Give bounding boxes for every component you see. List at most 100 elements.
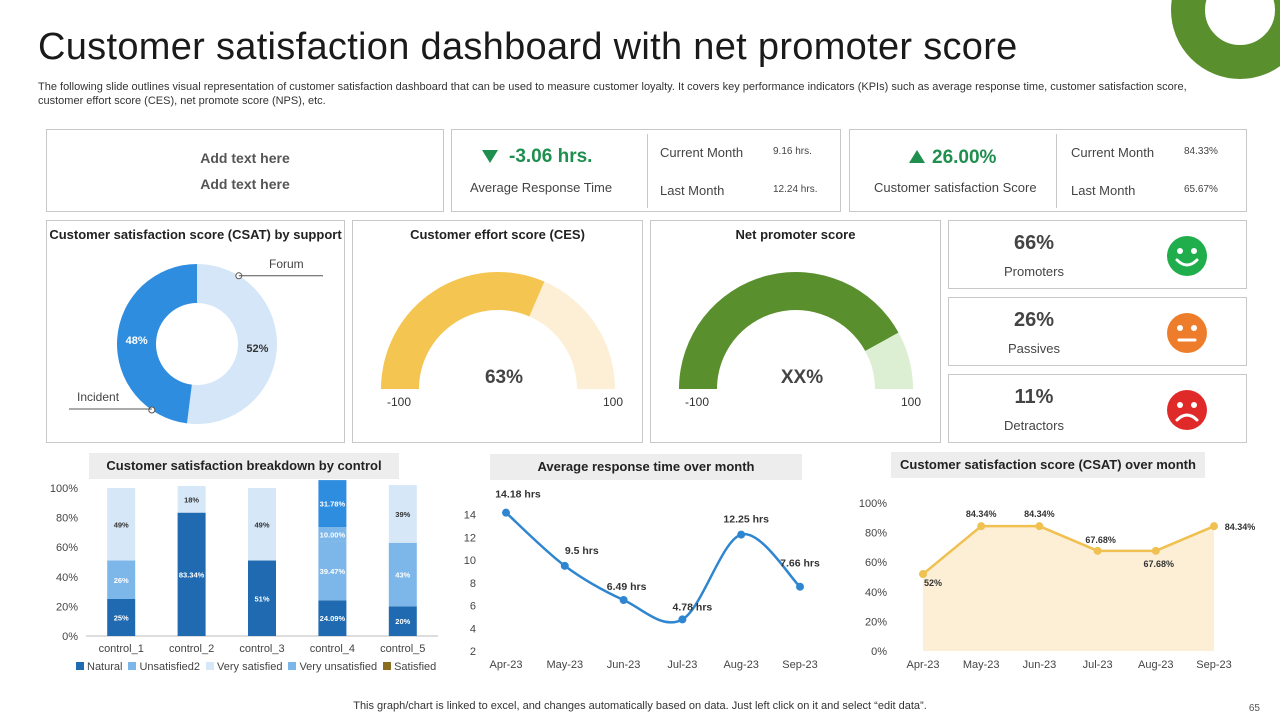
bar-segment [318, 541, 347, 601]
bar-data-label: 39% [395, 510, 410, 519]
donut-slice-incident [116, 264, 197, 424]
bar-data-label: 83.34% [179, 570, 205, 579]
bar-legend: Natural Unsatisfied2 Very satisfied Very un… [76, 661, 436, 673]
gauge-min-label: -100 [387, 395, 411, 409]
nps-gauge[interactable]: XX% -100 100 [651, 221, 940, 442]
bar-data-label: 20% [395, 617, 410, 626]
response-line-chart[interactable]: 2 4 6 8 10 12 14 14.18 hrs Apr-23 9.5 hrs May-23 6.… [450, 478, 830, 678]
area-point [1210, 522, 1218, 531]
x-tick-label: May-23 [963, 659, 1000, 671]
legend-swatch [76, 662, 84, 670]
area-data-label: 84.34% [966, 509, 997, 519]
bar-data-label: 26% [114, 576, 129, 585]
line-point [796, 582, 804, 591]
gauge-value-label: 63% [485, 367, 523, 388]
bar-segment [107, 488, 136, 561]
x-tick-label: Apr-23 [906, 659, 939, 671]
y-tick-label: 2 [470, 646, 476, 658]
last-month-label: Last Month [660, 183, 725, 198]
placeholder-line-1[interactable]: Add text here [200, 150, 290, 166]
csat-area-chart[interactable]: 0% 20% 40% 60% 80% 100% 52% Apr-23 84.34% May-23 8… [845, 478, 1255, 678]
smiley-neutral-icon [1167, 313, 1207, 353]
x-tick-label: Aug-23 [1138, 659, 1173, 671]
legend-swatch [128, 662, 137, 670]
ces-gauge[interactable]: 63% -100 100 [353, 221, 642, 442]
legend-label: Very unsatisfied [299, 661, 378, 673]
y-tick-label: 100% [859, 498, 887, 510]
legend-swatch [383, 662, 392, 670]
bar-data-label: 49% [114, 520, 129, 529]
divider [647, 134, 648, 208]
donut-data-label: 48% [126, 335, 148, 347]
line-data-label: 12.25 hrs [723, 514, 769, 526]
line-point [737, 530, 746, 539]
bar-segment [248, 560, 276, 636]
x-tick-label: control_5 [380, 643, 425, 655]
detractors-label: Detractors [1004, 418, 1064, 433]
csat-area-fill [923, 526, 1214, 651]
gauge-value-label: XX% [781, 367, 823, 388]
panel-title: Net promoter score [735, 227, 856, 242]
y-tick-label: 10 [464, 555, 476, 567]
x-tick-label: control_4 [310, 643, 355, 655]
donut-chart[interactable]: 52% 48% Forum Incident [47, 221, 344, 442]
x-tick-label: Jul-23 [1083, 659, 1113, 671]
ces-panel: Customer effort score (CES) 63% -100 100 [352, 220, 643, 443]
nps-panel: Net promoter score XX% -100 100 [650, 220, 941, 443]
donut-data-label: 52% [246, 343, 268, 355]
bar-data-label: 10.00% [320, 531, 346, 540]
y-tick-label: 80% [56, 513, 78, 525]
footer-note: This graph/chart is linked to excel, and… [353, 700, 927, 712]
bar-data-label: 18% [184, 495, 199, 504]
csat-kpi-card: 26.00% Customer satisfaction Score Curre… [849, 129, 1247, 212]
placeholder-line-2[interactable]: Add text here [200, 176, 290, 192]
last-month-label: Last Month [1071, 183, 1136, 198]
leader-dot [148, 406, 156, 414]
legend-item: Satisfied [383, 661, 436, 673]
page-title: Customer satisfaction dashboard with net… [38, 26, 1018, 68]
area-point [1151, 546, 1160, 555]
bar-data-label: 43% [395, 571, 410, 580]
line-data-label: 9.5 hrs [565, 545, 599, 557]
bar-segment [388, 542, 417, 607]
legend-swatch [206, 662, 215, 670]
area-point [1093, 546, 1102, 555]
page-subtitle: The following slide outlines visual repr… [38, 81, 1187, 107]
area-point [1035, 522, 1044, 531]
passives-pct: 26% [1013, 309, 1055, 331]
area-data-label: 52% [924, 578, 942, 588]
legend-swatch [288, 662, 297, 670]
text-placeholder-card: Add text here Add text here [46, 129, 444, 212]
bar-data-label: 49% [254, 520, 269, 529]
line-data-label: 4.78 hrs [673, 601, 713, 613]
down-triangle-icon [482, 150, 498, 163]
y-tick-label: 8 [470, 578, 476, 590]
bar-segment [177, 512, 206, 636]
y-tick-label: 40% [865, 587, 887, 599]
x-tick-label: Jun-23 [1023, 659, 1057, 671]
y-tick-label: 20% [865, 616, 887, 628]
line-point [619, 596, 628, 605]
area-data-label: 67.68% [1085, 535, 1116, 545]
y-tick-label: 0% [62, 631, 78, 643]
line-data-label: 14.18 hrs [495, 489, 541, 501]
bar-data-label: 39.47% [320, 567, 346, 576]
line-data-label: 6.49 hrs [607, 581, 647, 593]
gauge-max-label: 100 [603, 395, 623, 409]
bar-segment [318, 527, 347, 542]
response-chart-title: Average response time over month [490, 454, 802, 480]
y-tick-label: 60% [865, 557, 887, 569]
current-month-value: 84.33% [1184, 146, 1218, 157]
detractors-pct: 11% [1014, 386, 1054, 408]
breakdown-chart-title: Customer satisfaction breakdown by contr… [89, 453, 399, 479]
y-tick-label: 0% [871, 646, 887, 658]
detractors-card: 11% Detractors [948, 374, 1247, 443]
gauge-remainder-arc [529, 281, 615, 389]
bar-segment [248, 488, 276, 561]
x-tick-label: Apr-23 [489, 659, 522, 671]
legend-label: Unsatisfied2 [139, 661, 201, 673]
line-point [678, 615, 687, 624]
stacked-bar-chart[interactable]: 0% 20% 40% 60% 80% 100% 25% 26% 49% control_1 83.3… [40, 478, 450, 678]
donut-category-label: Incident [77, 390, 120, 404]
bar-segment [318, 480, 347, 528]
